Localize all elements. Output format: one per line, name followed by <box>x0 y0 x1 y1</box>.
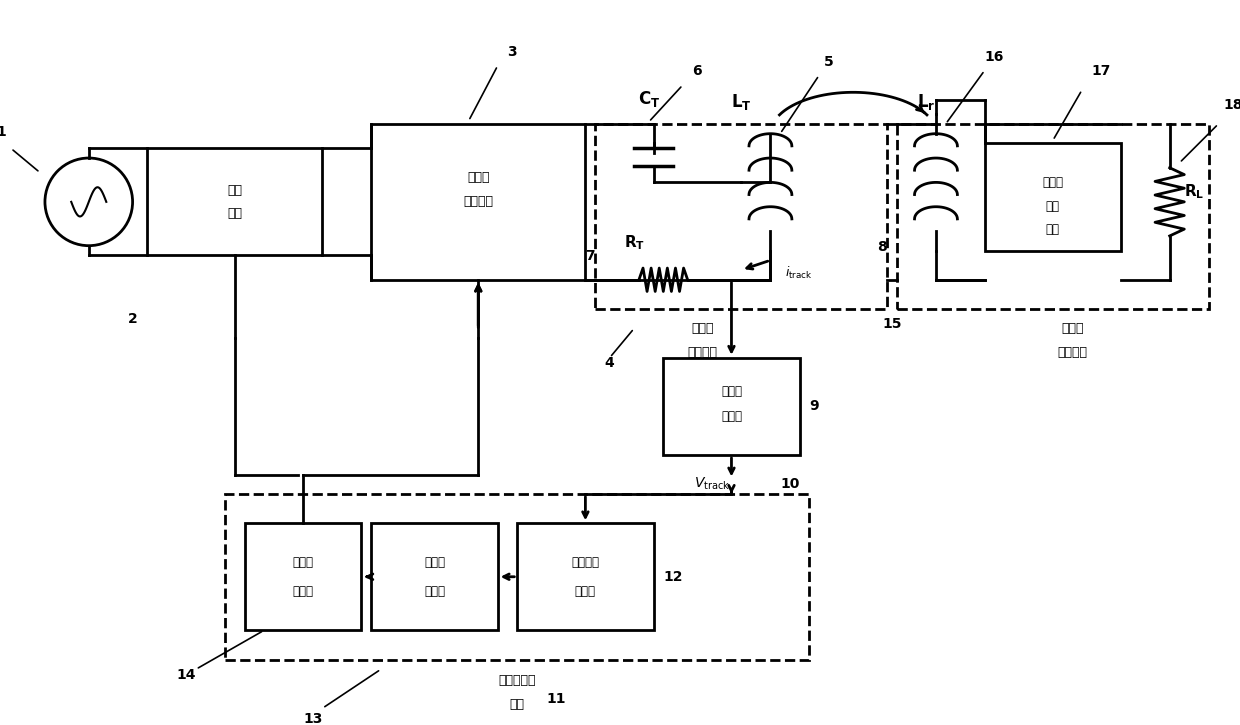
Bar <box>595 124 888 309</box>
Text: 9: 9 <box>810 399 818 413</box>
Bar <box>371 523 497 630</box>
Text: $i_{\rm track}$: $i_{\rm track}$ <box>785 265 812 281</box>
Text: $\mathbf{L_T}$: $\mathbf{L_T}$ <box>730 92 751 112</box>
Text: $V_{\rm track}$: $V_{\rm track}$ <box>694 476 730 492</box>
Bar <box>148 149 322 255</box>
Text: 11: 11 <box>547 692 565 706</box>
Text: $\mathbf{L_r}$: $\mathbf{L_r}$ <box>918 92 935 112</box>
Text: 6: 6 <box>692 65 702 78</box>
Text: 8: 8 <box>878 239 888 254</box>
Bar <box>985 144 1121 251</box>
Text: 谐振单元: 谐振单元 <box>687 347 717 360</box>
Text: 1: 1 <box>0 125 6 138</box>
Text: 接收端: 接收端 <box>1043 176 1064 189</box>
Text: $\mathbf{R_L}$: $\mathbf{R_L}$ <box>1184 183 1205 202</box>
Text: 7: 7 <box>585 249 595 263</box>
Text: 14: 14 <box>176 668 196 682</box>
Text: 反馈控: 反馈控 <box>293 555 314 568</box>
Text: 12: 12 <box>663 570 683 584</box>
Text: 13: 13 <box>303 712 322 725</box>
Bar <box>517 523 653 630</box>
Text: 发射端: 发射端 <box>691 322 713 335</box>
Text: 电流检: 电流检 <box>720 385 742 398</box>
Text: 18: 18 <box>1223 99 1240 112</box>
Text: 扩张状态: 扩张状态 <box>572 555 599 568</box>
Text: 谐振单元: 谐振单元 <box>1058 347 1087 360</box>
Text: 单元: 单元 <box>510 698 525 711</box>
Text: 16: 16 <box>985 49 1004 64</box>
Text: 整流: 整流 <box>227 183 242 196</box>
Text: 4: 4 <box>605 357 615 370</box>
Text: 3: 3 <box>507 45 517 59</box>
Text: 15: 15 <box>883 318 901 331</box>
Text: 逆变单元: 逆变单元 <box>464 195 494 208</box>
Text: 17: 17 <box>1091 65 1111 78</box>
Bar <box>897 124 1209 309</box>
Text: 补偿: 补偿 <box>1045 200 1060 213</box>
Text: 5: 5 <box>823 54 833 69</box>
Text: 单元: 单元 <box>227 207 242 220</box>
Text: 接收端: 接收端 <box>1061 322 1084 335</box>
Text: 发射端: 发射端 <box>467 171 490 184</box>
Bar <box>663 357 800 455</box>
Text: 2: 2 <box>128 312 138 326</box>
Text: 扰动补: 扰动补 <box>424 555 445 568</box>
Bar <box>226 494 810 660</box>
Text: 制单元: 制单元 <box>293 585 314 598</box>
Text: 自抗扰控制: 自抗扰控制 <box>498 674 536 687</box>
Text: $\mathbf{C_T}$: $\mathbf{C_T}$ <box>637 89 660 109</box>
Text: $\mathbf{R_T}$: $\mathbf{R_T}$ <box>624 233 645 252</box>
Text: 测单元: 测单元 <box>720 410 742 423</box>
Text: 单元: 单元 <box>1045 223 1060 236</box>
Text: 观测器: 观测器 <box>575 585 596 598</box>
Bar <box>371 124 585 280</box>
Text: 10: 10 <box>780 477 800 492</box>
Bar <box>244 523 361 630</box>
Text: 偿单元: 偿单元 <box>424 585 445 598</box>
